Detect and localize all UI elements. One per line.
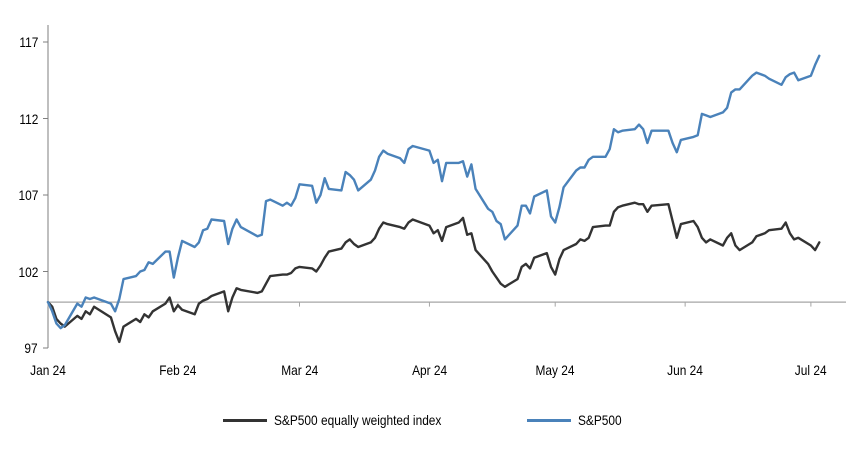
y-tick-value: 112 (19, 110, 38, 127)
x-tick-label: Mar 24 (255, 362, 345, 378)
legend-label: S&P500 equally weighted index (273, 412, 442, 428)
x-tick-month: Feb 24 (159, 362, 197, 378)
legend-item-sp500: S&P500 (526, 412, 629, 428)
series-lines (46, 54, 821, 344)
x-tick-month: Jun 24 (667, 362, 703, 378)
legend-line-swatch (222, 418, 267, 422)
legend-line-swatch (526, 418, 571, 422)
x-tick-label: Jan 24 (3, 362, 93, 378)
x-tick-label: May 24 (510, 362, 600, 378)
y-axis-ticks (43, 41, 48, 349)
x-tick-label: Jun 24 (640, 362, 730, 378)
y-tick-value: 97 (24, 340, 38, 356)
x-tick-month: May 24 (535, 362, 575, 378)
x-tick-label: Feb 24 (133, 362, 223, 378)
y-tick-value: 102 (18, 263, 38, 280)
legend-label: S&P500 (577, 412, 622, 428)
x-tick-label: Apr 24 (384, 362, 474, 378)
y-tick-value: 117 (19, 34, 38, 50)
y-tick-label: 102 (0, 264, 38, 280)
y-tick-label: 97 (0, 340, 38, 356)
series-line-equal-weight (46, 201, 821, 344)
x-tick-label: Jul 24 (766, 362, 852, 378)
legend-item-equal-weight: S&P500 equally weighted index (222, 412, 471, 428)
chart-legend: S&P500 equally weighted index S&P500 (0, 412, 852, 428)
x-tick-month: Apr 24 (411, 362, 447, 378)
series-line-sp500 (46, 54, 821, 330)
x-tick-month: Jul 24 (794, 362, 827, 378)
y-tick-label: 107 (0, 187, 38, 203)
y-tick-value: 107 (18, 187, 38, 203)
y-tick-label: 117 (0, 34, 38, 50)
x-tick-month: Jan 24 (30, 362, 66, 378)
x-tick-month: Mar 24 (280, 362, 319, 378)
y-tick-label: 112 (0, 111, 38, 127)
